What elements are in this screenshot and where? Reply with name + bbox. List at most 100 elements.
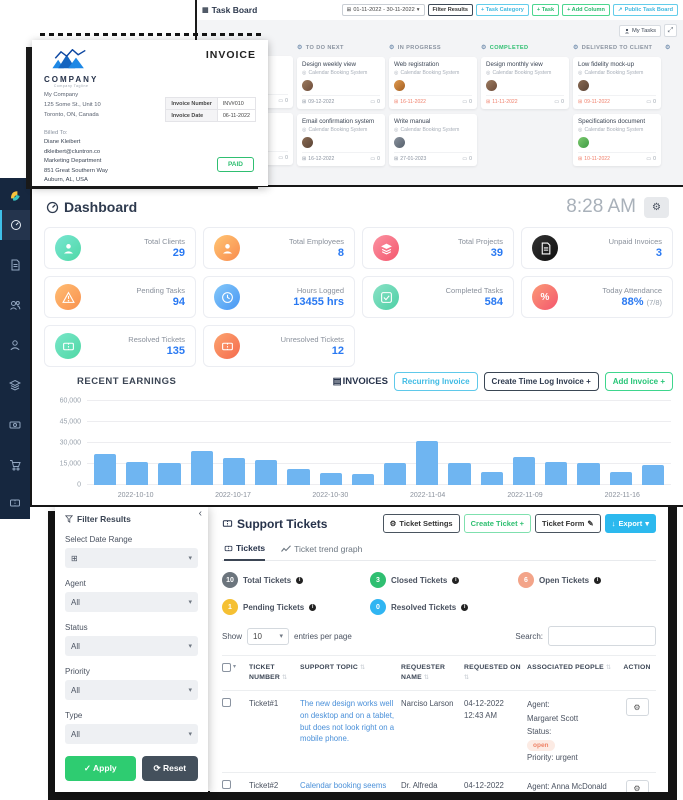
- x-tick-label: 2022-10-30: [312, 492, 349, 499]
- chevron-down-icon: ▾: [188, 643, 192, 650]
- sidebar-item-dashboard[interactable]: [0, 210, 30, 240]
- stat-pending-tasks[interactable]: Pending Tasks 94: [44, 276, 196, 318]
- recurring-invoice-button[interactable]: Recurring Invoice: [393, 372, 478, 391]
- stat-hours-logged[interactable]: Hours Logged 13455 hrs: [203, 276, 355, 318]
- apply-button[interactable]: ✓ Apply: [65, 756, 136, 781]
- stat-resolved-tickets[interactable]: Resolved Tickets 135: [44, 325, 196, 367]
- column-gear-icon[interactable]: ⚙: [573, 45, 579, 51]
- add-invoice-button[interactable]: Add Invoice +: [604, 372, 673, 391]
- add-task-button[interactable]: + Task: [531, 4, 560, 16]
- ticket-number[interactable]: Ticket#2: [249, 780, 279, 790]
- row-actions-button[interactable]: ⚙: [625, 779, 649, 792]
- task-card[interactable]: Web registration ◎ Calendar Booking Syste…: [389, 57, 477, 109]
- gridline: [87, 463, 671, 464]
- filter-results-button[interactable]: Filter Results: [427, 4, 473, 16]
- settings-gear-button[interactable]: ⚙: [644, 196, 669, 218]
- column-header-requested-on[interactable]: REQUESTED ON ⇅: [464, 664, 521, 682]
- project-icon: ◎: [394, 70, 399, 76]
- associated-people: Agent: Margaret Scott Status: open Prior…: [527, 700, 579, 763]
- public-task-board-button[interactable]: ↗ Public Task Board: [612, 4, 678, 16]
- stat-completed-tasks[interactable]: Completed Tasks 584: [362, 276, 514, 318]
- info-icon[interactable]: i: [452, 576, 460, 584]
- collapse-panel-icon[interactable]: ‹: [198, 508, 202, 519]
- ticket-form-button[interactable]: Ticket Form ✎: [535, 514, 601, 533]
- fullscreen-icon[interactable]: ⤢: [664, 24, 677, 37]
- column-gear-icon[interactable]: ⚙: [665, 45, 671, 51]
- priority-select[interactable]: All ▾: [65, 680, 198, 700]
- column-header-associated-people[interactable]: ASSOCIATED PEOPLE ⇅: [527, 664, 612, 671]
- column-header-ticket-number[interactable]: TICKET NUMBER ⇅: [249, 664, 288, 682]
- date-range-picker[interactable]: ⊞ 01-11-2022 - 30-11-2022 ▾: [341, 4, 425, 16]
- stat-total-projects[interactable]: Total Projects 39: [362, 227, 514, 269]
- tab-ticket-trend-graph[interactable]: Ticket trend graph: [281, 543, 362, 560]
- date-range-select[interactable]: ⊞ ▾: [65, 548, 198, 568]
- row-actions-button[interactable]: ⚙: [625, 698, 649, 717]
- status-select[interactable]: All ▾: [65, 636, 198, 656]
- my-tasks-button[interactable]: My Tasks: [618, 24, 661, 37]
- reset-button[interactable]: ⟳ Reset: [141, 756, 198, 781]
- earnings-bar: [448, 463, 471, 485]
- screen-frame-right: [668, 507, 677, 792]
- column-gear-icon[interactable]: ⚙: [389, 45, 395, 51]
- requested-on: 04-12-2022 03:45 AM: [464, 780, 504, 790]
- total-tickets-stat: 10 Total Tickets i: [222, 572, 370, 588]
- banknote-icon: [9, 421, 21, 429]
- add-column-button[interactable]: + Add Column: [562, 4, 610, 16]
- sidebar-item-tickets[interactable]: [0, 488, 30, 518]
- comment-icon: ▭: [370, 99, 376, 105]
- app-logo-icon[interactable]: [7, 188, 23, 209]
- select-all-checkbox[interactable]: [222, 663, 231, 672]
- info-icon[interactable]: i: [309, 603, 317, 611]
- pending-tickets-stat: 1 Pending Tickets i: [222, 599, 370, 615]
- task-card[interactable]: Specifications document ◎ Calendar Bookin…: [573, 114, 661, 166]
- info-icon[interactable]: i: [461, 603, 469, 611]
- ticket-icon: [55, 333, 81, 359]
- stat-unresolved-tickets[interactable]: Unresolved Tickets 12: [203, 325, 355, 367]
- sidebar-item-clients[interactable]: [0, 290, 30, 320]
- ticket-settings-button[interactable]: ⚙ Ticket Settings: [382, 514, 460, 533]
- search-input[interactable]: [548, 626, 656, 646]
- ticket-topic-link[interactable]: The new design works well on desktop and…: [300, 699, 395, 744]
- layers-icon: [9, 379, 21, 391]
- project-icon: ◎: [394, 127, 399, 133]
- ticket-topic-link[interactable]: Calendar booking seems unstable sincey l…: [300, 780, 387, 790]
- task-card[interactable]: Write manual ◎ Calendar Booking System ⊞ 2…: [389, 114, 477, 166]
- task-card[interactable]: Email confirmation system ◎ Calendar Book…: [297, 114, 385, 166]
- earnings-bar: [158, 463, 181, 485]
- stat-total-employees[interactable]: Total Employees 8: [203, 227, 355, 269]
- row-checkbox[interactable]: [222, 698, 231, 708]
- entries-per-page-select[interactable]: 10 ▾: [247, 627, 290, 645]
- kanban-column-todo-next: ⚙ TO DO NEXT Design weekly view ◎ Calenda…: [297, 44, 385, 171]
- type-select[interactable]: All ▾: [65, 724, 198, 744]
- info-icon[interactable]: i: [594, 576, 602, 584]
- tab-tickets[interactable]: Tickets: [224, 543, 266, 561]
- task-category-button[interactable]: + Task Category: [475, 4, 529, 16]
- column-gear-icon[interactable]: ⚙: [297, 45, 303, 51]
- stat-today-attendance[interactable]: % Today Attendance 88% (7/8): [521, 276, 673, 318]
- task-card[interactable]: Design weekly view ◎ Calendar Booking Sys…: [297, 57, 385, 109]
- column-header-requester-name[interactable]: REQUESTER NAME ⇅: [401, 664, 446, 682]
- column-header-support-topic[interactable]: SUPPORT TOPIC ⇅: [300, 664, 366, 671]
- sidebar-item-employees[interactable]: [0, 330, 30, 360]
- stat-total-clients[interactable]: Total Clients 29: [44, 227, 196, 269]
- create-ticket-button[interactable]: Create Ticket +: [463, 514, 532, 533]
- sidebar-item-finance[interactable]: [0, 410, 30, 440]
- earnings-bar: [512, 457, 536, 485]
- export-button[interactable]: ↓ Export ▾: [604, 514, 656, 533]
- ticket-number[interactable]: Ticket#1: [249, 699, 279, 709]
- agent-select[interactable]: All ▾: [65, 592, 198, 612]
- project-icon: ◎: [578, 70, 583, 76]
- row-checkbox[interactable]: [222, 779, 231, 789]
- sidebar-item-documents[interactable]: [0, 250, 30, 280]
- info-icon[interactable]: i: [296, 576, 304, 584]
- stat-unpaid-invoices[interactable]: Unpaid Invoices 3: [521, 227, 673, 269]
- task-card[interactable]: Low fidelity mock-up ◎ Calendar Booking S…: [573, 57, 661, 109]
- invoice-billed-to: Billed To: Diane Kleibert dkleibert@clun…: [44, 129, 108, 184]
- task-card[interactable]: Design monthly view ◎ Calendar Booking Sy…: [481, 57, 569, 109]
- earnings-bar: [319, 473, 342, 485]
- user-icon: [10, 340, 20, 351]
- sidebar-item-orders[interactable]: [0, 450, 30, 480]
- sidebar-item-projects[interactable]: [0, 370, 30, 400]
- create-time-log-invoice-button[interactable]: Create Time Log Invoice +: [483, 372, 599, 391]
- column-gear-icon[interactable]: ⚙: [481, 45, 487, 51]
